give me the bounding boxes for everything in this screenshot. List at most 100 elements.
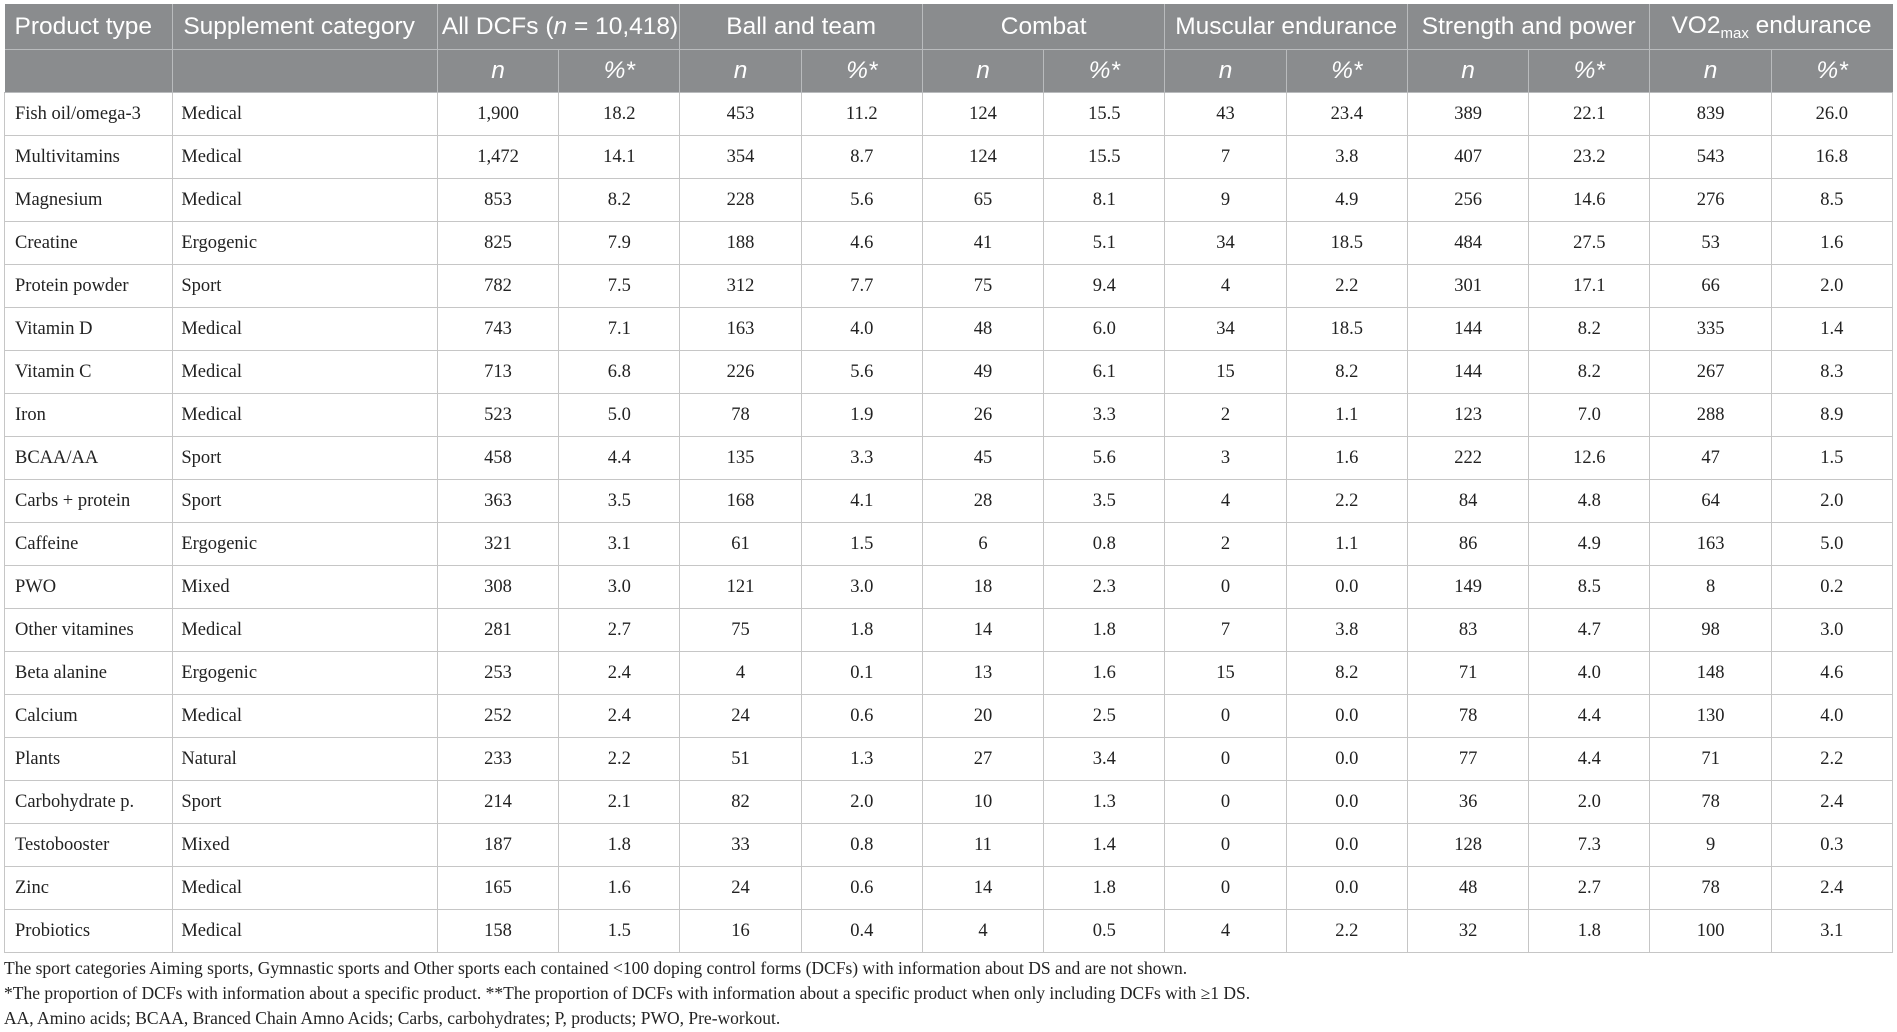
cell-supplement-category: Mixed [172,823,438,867]
cell-percent: 3.0 [800,565,923,609]
table-row: Testobooster Mixed 187 1.8 33 0.8 11 1.4 0 0.0 128… [3,823,1894,867]
cell-product-type: Calcium [3,694,174,738]
cell-count: 4 [1164,264,1287,308]
cell-percent: 0.0 [1285,694,1408,738]
header-row-units: n %* n %* n %* n %* n %* n %* [4,49,1893,93]
cell-count: 66 [1649,264,1772,308]
cell-count: 484 [1406,221,1530,265]
cell-count: 128 [1406,823,1530,867]
cell-count: 47 [1649,436,1772,480]
cell-count: 32 [1406,909,1530,953]
cell-percent: 2.0 [800,780,923,824]
cell-count: 165 [436,866,560,910]
cell-percent: 2.7 [1528,866,1651,910]
cell-percent: 0.6 [800,694,923,738]
cell-product-type: Iron [3,393,174,437]
cell-count: 407 [1406,135,1530,179]
cell-count: 222 [1406,436,1530,480]
cell-count: 130 [1649,694,1772,738]
cell-count: 78 [1649,780,1772,824]
cell-percent: 12.6 [1528,436,1651,480]
cell-count: 276 [1649,178,1772,222]
footnote-line: AA, Amino acids; BCAA, Branced Chain Amn… [4,1008,781,1028]
cell-count: 75 [921,264,1045,308]
cell-count: 839 [1649,92,1772,136]
cell-percent: 3.0 [558,565,681,609]
cell-count: 853 [436,178,560,222]
cell-percent: 6.0 [1043,307,1166,351]
cell-count: 2 [1164,393,1287,437]
cell-count: 78 [1406,694,1530,738]
cell-count: 389 [1406,92,1530,136]
cell-supplement-category: Medical [172,393,438,437]
cell-count: 14 [921,608,1045,652]
cell-count: 825 [436,221,560,265]
cell-percent: 23.2 [1528,135,1651,179]
supplement-table: Product type Supplement category All DCF… [3,4,1894,953]
cell-percent: 7.7 [800,264,923,308]
cell-count: 51 [679,737,802,781]
cell-count: 53 [1649,221,1772,265]
cell-percent: 4.0 [800,307,923,351]
cell-count: 34 [1164,221,1287,265]
cell-supplement-category: Medical [172,608,438,652]
header-combat: Combat [921,4,1165,50]
cell-percent: 7.1 [558,307,681,351]
cell-count: 301 [1406,264,1530,308]
cell-count: 233 [436,737,560,781]
cell-count: 16 [679,909,802,953]
cell-percent: 1.9 [800,393,923,437]
cell-percent: 4.4 [1528,694,1651,738]
cell-count: 713 [436,350,560,394]
cell-percent: 3.4 [1043,737,1166,781]
cell-product-type: Caffeine [3,522,174,566]
cell-count: 43 [1164,92,1287,136]
cell-product-type: Testobooster [3,823,174,867]
header-pct: %* [558,49,680,93]
cell-percent: 2.3 [1043,565,1166,609]
header-all-dcfs-prefix: All DCFs ( [441,12,554,40]
cell-product-type: Magnesium [3,178,174,222]
cell-supplement-category: Medical [172,350,438,394]
cell-count: 6 [921,522,1045,566]
cell-percent: 5.0 [1770,522,1894,566]
cell-percent: 5.6 [800,350,923,394]
cell-percent: 5.0 [558,393,681,437]
cell-percent: 3.1 [1770,909,1894,953]
cell-percent: 0.5 [1043,909,1166,953]
cell-percent: 1.6 [1285,436,1408,480]
cell-count: 0 [1164,823,1287,867]
cell-percent: 3.3 [1043,393,1166,437]
cell-percent: 8.5 [1528,565,1651,609]
cell-percent: 1.6 [1043,651,1166,695]
cell-percent: 2.2 [1285,909,1408,953]
cell-count: 9 [1649,823,1772,867]
cell-percent: 22.1 [1528,92,1651,136]
cell-count: 4 [1164,909,1287,953]
cell-percent: 27.5 [1528,221,1651,265]
table-row: Caffeine Ergogenic 321 3.1 61 1.5 6 0.8 2 1.1 86 4.… [3,522,1894,566]
header-pct: %* [1528,49,1650,93]
cell-count: 71 [1649,737,1772,781]
header-all-dcfs-suffix: = 10,418) [567,12,679,40]
header-vo2-base: VO2 [1671,11,1721,39]
cell-percent: 1.8 [558,823,681,867]
cell-count: 15 [1164,350,1287,394]
cell-percent: 2.4 [1770,780,1894,824]
cell-product-type: Carbs + protein [3,479,174,523]
cell-product-type: Carbohydrate p. [3,780,174,824]
header-n: n [436,49,559,93]
cell-count: 48 [1406,866,1530,910]
cell-count: 163 [679,307,802,351]
cell-percent: 8.9 [1770,393,1894,437]
table-row: Vitamin C Medical 713 6.8 226 5.6 49 6.1 15 8.2 14… [3,350,1894,394]
cell-count: 65 [921,178,1045,222]
cell-supplement-category: Ergogenic [172,522,438,566]
cell-percent: 18.5 [1285,221,1408,265]
cell-count: 33 [679,823,802,867]
cell-percent: 4.6 [800,221,923,265]
header-supplement-category: Supplement category [172,4,438,50]
cell-count: 71 [1406,651,1530,695]
cell-supplement-category: Sport [172,436,438,480]
header-pct: %* [800,49,923,93]
